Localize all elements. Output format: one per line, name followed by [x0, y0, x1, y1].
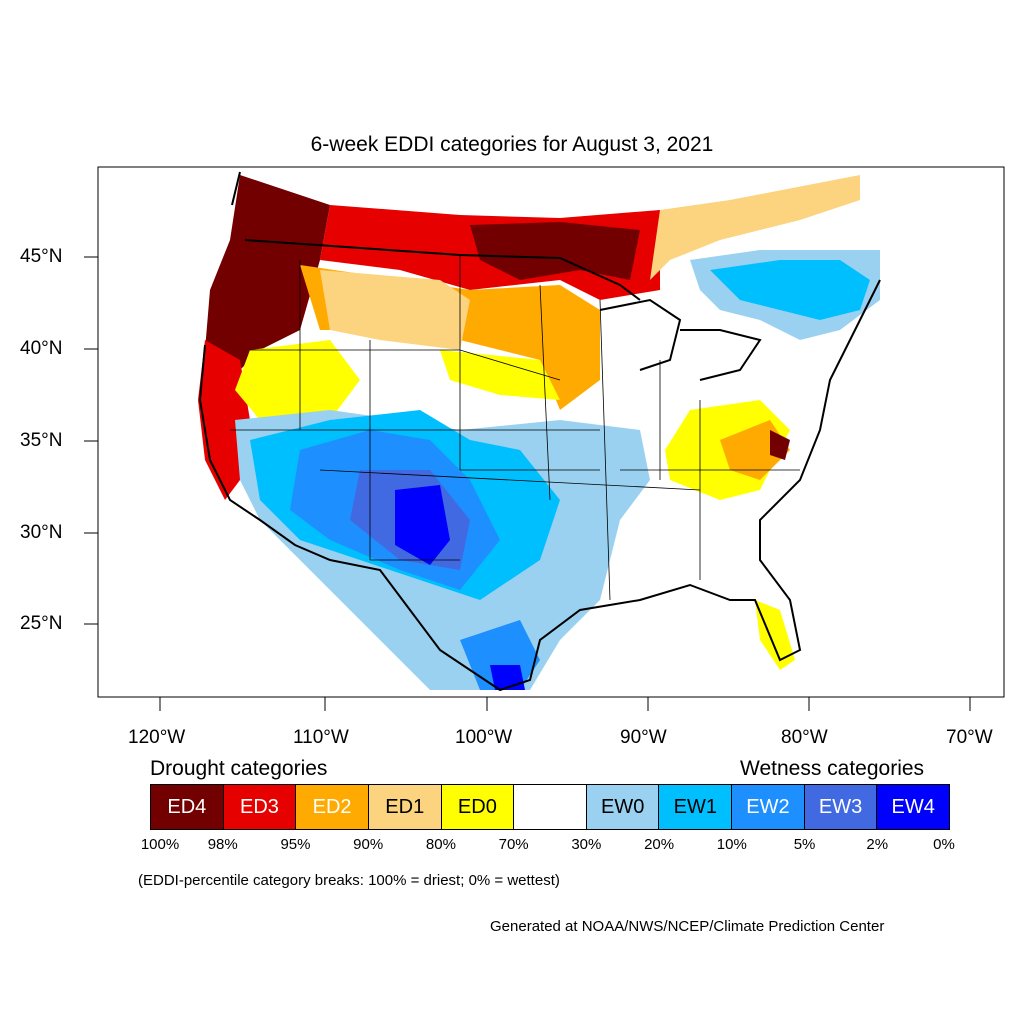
legend-swatch-ed4: ED4	[151, 785, 224, 829]
region-ed4-northwest	[205, 175, 330, 380]
lat-label-45: 45°N	[20, 246, 63, 267]
lon-label-100: 100°W	[455, 727, 513, 748]
region-ew1-northeast	[710, 260, 870, 320]
region-ed0-florida	[755, 600, 795, 670]
category-legend: ED4 ED3 ED2 ED1 ED0 EW0 EW1 EW2 EW3 EW4	[150, 784, 950, 830]
wetness-caption: Wetness categories	[740, 757, 925, 780]
legend-swatch-ew2: EW2	[732, 785, 805, 829]
legend-swatch-ed0: ED0	[441, 785, 515, 829]
percentile-label: 10%	[716, 836, 747, 853]
region-ed0-great-basin	[235, 340, 360, 420]
legend-swatch-ew4: EW4	[877, 785, 950, 829]
percentile-label: 20%	[644, 836, 675, 853]
region-ed4-virginia	[770, 430, 790, 460]
legend-swatch-near-normal	[514, 785, 587, 829]
legend-swatch-ew3: EW3	[804, 785, 878, 829]
lon-ticks	[159, 697, 971, 711]
map-title: 6-week EDDI categories for August 3, 202…	[310, 133, 714, 156]
lon-label-70: 70°W	[946, 727, 993, 748]
percentile-label: 5%	[793, 836, 816, 853]
percentile-label: 30%	[571, 836, 602, 853]
state-boundaries	[230, 255, 800, 601]
legend-swatch-ew1: EW1	[659, 785, 733, 829]
lat-label-40: 40°N	[20, 338, 63, 359]
percentile-label: 98%	[207, 836, 238, 853]
lat-label-35: 35°N	[20, 430, 63, 451]
region-ed4-north-central	[470, 222, 640, 280]
legend-swatch-ed3: ED3	[223, 785, 297, 829]
percentile-label: 80%	[425, 836, 456, 853]
percentile-label: 100%	[140, 836, 180, 853]
lat-label-30: 30°N	[20, 522, 63, 543]
credit-line: Generated at NOAA/NWS/NCEP/Climate Predi…	[490, 918, 885, 935]
percentile-label: 2%	[866, 836, 889, 853]
lon-label-120: 120°W	[128, 727, 186, 748]
region-ew4-new-mexico	[395, 485, 450, 565]
percentile-label: 90%	[353, 836, 384, 853]
percentile-label: 70%	[498, 836, 529, 853]
lat-label-25: 25°N	[20, 613, 63, 634]
drought-caption: Drought categories	[150, 757, 328, 780]
lat-ticks	[84, 256, 98, 625]
lon-label-80: 80°W	[781, 727, 828, 748]
percentile-label: 0%	[933, 836, 955, 853]
lon-label-110: 110°W	[293, 727, 349, 748]
us-border-outline	[198, 171, 881, 692]
percentile-label: 95%	[280, 836, 311, 853]
map-frame	[97, 166, 1005, 698]
region-ed1-northeast-band	[650, 175, 860, 280]
legend-swatch-ed2: ED2	[296, 785, 369, 829]
region-ed0-central-plains	[440, 350, 560, 400]
legend-swatch-ew0: EW0	[586, 785, 660, 829]
legend-swatch-ed1: ED1	[368, 785, 442, 829]
lon-label-90: 90°W	[620, 727, 667, 748]
region-ed1-plains	[320, 270, 470, 350]
category-note: (EDDI-percentile category breaks: 100% =…	[138, 872, 560, 889]
